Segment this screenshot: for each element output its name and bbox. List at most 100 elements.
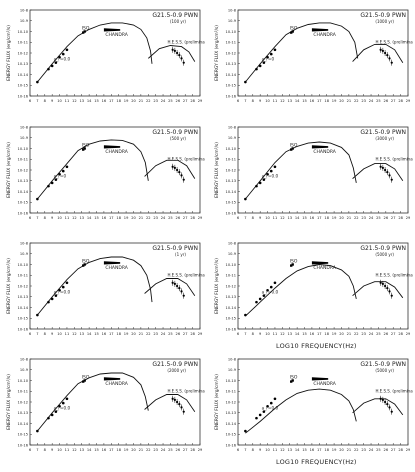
hess-data-point: [173, 282, 176, 285]
hess-data-point: [390, 61, 393, 64]
x-tick-label: 8: [44, 216, 47, 220]
x-tick-label: 14: [295, 332, 300, 336]
x-tick-label: 10: [265, 332, 270, 336]
y-tick-label: 10-13: [226, 62, 236, 66]
y-tick-label: 10-12: [18, 51, 28, 55]
radio-data-point: [262, 294, 266, 297]
x-tick-label: 10: [265, 216, 270, 220]
x-tick-label: 10: [57, 448, 62, 452]
y-tick-label: 10-15: [226, 317, 236, 321]
x-tick-label: 24: [161, 332, 166, 336]
y-tick-label: 10-9: [20, 368, 29, 372]
radio-data-point: [61, 285, 65, 289]
radio-data-point: [61, 169, 65, 173]
iso-data-point: [291, 147, 294, 150]
y-axis-label: ENERGY FLUX (erg/cm²/s): [214, 142, 220, 198]
x-tick-label: 19: [124, 448, 129, 452]
iso-label: ISO: [290, 259, 298, 265]
x-tick-label: 17: [317, 448, 322, 452]
radio-data-point: [266, 289, 269, 292]
iso-data-point: [291, 30, 294, 33]
radio-data-point: [244, 80, 247, 84]
synchrotron-model-line: [245, 264, 357, 317]
x-tick-label: 15: [302, 99, 307, 103]
x-tick-label: 16: [310, 99, 315, 103]
x-tick-label: 19: [124, 216, 129, 220]
x-tick-label: 16: [102, 332, 107, 336]
y-tick-label: 10-9: [20, 19, 29, 23]
radio-data-point: [58, 56, 61, 59]
x-tick-label: 19: [332, 332, 337, 336]
radio-data-point: [273, 397, 277, 401]
y-tick-label: 10-16: [226, 94, 237, 98]
y-tick-label: 10-11: [18, 41, 28, 45]
hess-data-point: [175, 284, 179, 288]
radio-data-point: [47, 184, 50, 188]
x-tick-label: 27: [183, 448, 188, 452]
chandra-label: CHANDRA: [105, 381, 128, 387]
x-tick-label: 27: [391, 448, 396, 452]
x-tick-label: 26: [384, 216, 389, 220]
x-tick-label: 7: [36, 99, 38, 103]
hess-label: H.E.S.S. (preliminary): [375, 156, 413, 161]
y-tick-label: 10-10: [18, 30, 29, 34]
hess-data-point: [386, 287, 389, 290]
x-tick-label: 9: [51, 332, 54, 336]
y-tick-label: 10-12: [18, 400, 28, 404]
y-tick-label: 10-15: [18, 317, 28, 321]
inverse-compton-model-line: [144, 159, 196, 179]
x-tick-label: 15: [302, 448, 307, 452]
x-tick-label: 21: [347, 99, 352, 103]
hess-data-point: [388, 290, 391, 293]
hess-label: H.E.S.S. (preliminary): [167, 272, 205, 277]
x-tick-label: 15: [302, 216, 307, 220]
x-tick-label: 18: [324, 99, 329, 103]
radio-data-point: [266, 405, 269, 408]
x-tick-label: 15: [94, 448, 99, 452]
x-tick-label: 18: [324, 332, 329, 336]
y-tick-label: 10-12: [18, 168, 28, 172]
panel-title: G21.5-0.9 PWN: [360, 245, 406, 252]
x-axis-label: LOG10 FREQUENCY(Hz): [276, 342, 357, 350]
x-tick-label: 27: [391, 332, 396, 336]
x-tick-label: 13: [287, 332, 292, 336]
x-tick-label: 12: [72, 216, 77, 220]
radio-data-point: [266, 173, 269, 176]
y-tick-label: 10-11: [226, 390, 236, 394]
hess-data-point: [386, 54, 389, 57]
chandra-bowtie: [311, 145, 329, 149]
iso-data-point: [291, 379, 294, 382]
iso-data-point: [82, 148, 85, 151]
x-tick-label: 25: [168, 99, 173, 103]
y-tick-label: 10-14: [18, 73, 29, 77]
chandra-bowtie: [103, 261, 121, 265]
iso-data-point: [290, 264, 293, 267]
sed-panel: 6 7 8 9 10 11 12 13 14 15 16 17 18 19 20 21 22 23 24 25 26 27…: [208, 117, 415, 230]
hess-data-point: [381, 398, 384, 401]
y-tick-label: 10-13: [226, 411, 236, 415]
hess-data-point: [379, 165, 382, 168]
x-tick-label: 27: [183, 332, 188, 336]
x-tick-label: 9: [259, 99, 262, 103]
synchrotron-model-line: [37, 372, 149, 432]
x-tick-label: 26: [176, 332, 181, 336]
x-tick-label: 13: [287, 216, 292, 220]
x-tick-label: 24: [369, 99, 374, 103]
slope-label: a_r=0.0: [54, 406, 71, 411]
radio-data-point: [273, 48, 277, 52]
y-axis-label: ENERGY FLUX (erg/cm²/s): [214, 25, 220, 81]
y-tick-label: 10-11: [226, 158, 236, 162]
x-tick-label: 23: [361, 448, 366, 452]
x-tick-label: 6: [29, 448, 32, 452]
x-tick-label: 28: [398, 448, 403, 452]
y-tick-label: 10-8: [20, 8, 29, 12]
inverse-compton-model-line: [352, 398, 404, 416]
x-tick-label: 20: [131, 332, 136, 336]
x-tick-label: 28: [190, 448, 195, 452]
x-tick-label: 6: [237, 216, 240, 220]
x-tick-label: 26: [384, 448, 389, 452]
y-tick-label: 10-13: [18, 179, 28, 183]
panel-subtitle: (500 yr): [170, 136, 186, 141]
x-tick-label: 16: [310, 216, 315, 220]
sed-panel: 6 7 8 9 10 11 12 13 14 15 16 17 18 19 20 21 22 23 24 25 26 27…: [0, 0, 211, 113]
